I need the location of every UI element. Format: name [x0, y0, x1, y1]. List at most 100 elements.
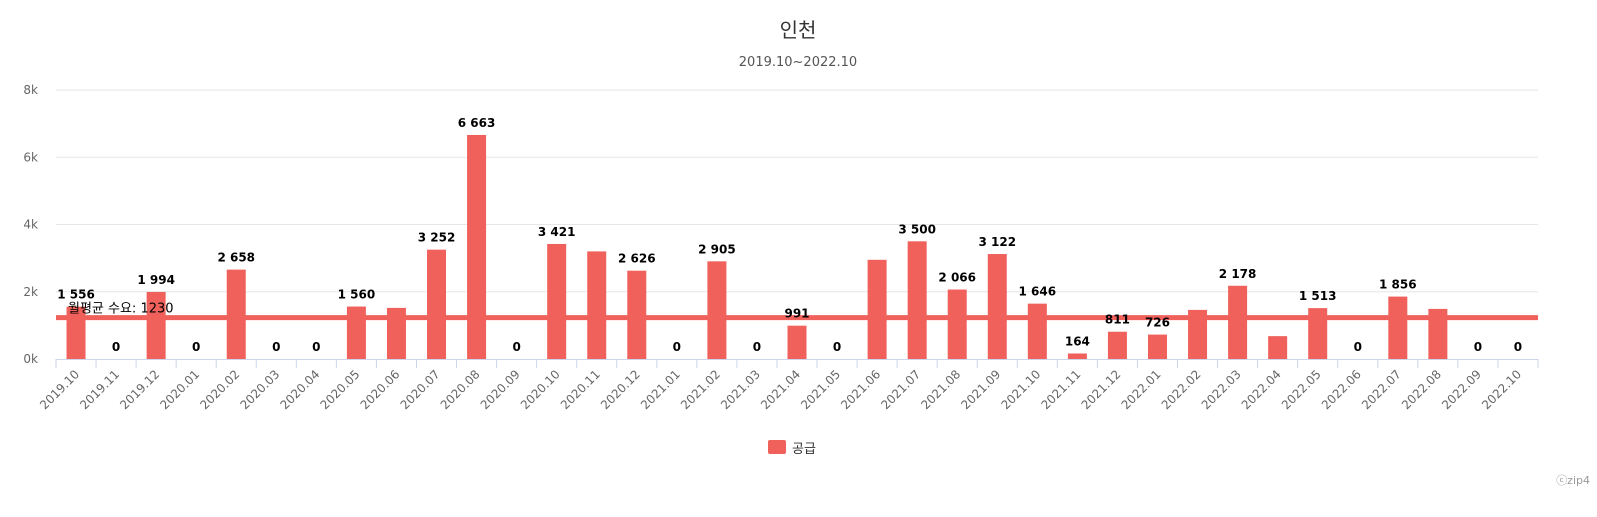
x-tick-label: 2021.12 — [1079, 367, 1124, 412]
chart-subtitle: 2019.10~2022.10 — [739, 55, 857, 70]
x-tick-label: 2019.10 — [37, 367, 82, 412]
chart-credit: ⓒzip4 — [1556, 474, 1590, 487]
bar[interactable] — [787, 325, 807, 359]
data-label: 0 — [272, 340, 280, 354]
data-label: 2 066 — [938, 271, 976, 285]
x-tick-label: 2020.02 — [197, 367, 242, 412]
data-label: 0 — [512, 340, 520, 354]
x-tick-label: 2020.09 — [478, 367, 523, 412]
x-tick-label: 2020.06 — [358, 367, 403, 412]
legend[interactable]: 공급 — [768, 440, 816, 457]
data-label: 3 122 — [978, 235, 1016, 249]
data-label: 1 646 — [1019, 285, 1057, 299]
reference-line-group: 월평균 수요: 1230 — [56, 302, 1538, 321]
data-label: 0 — [112, 340, 120, 354]
bar[interactable] — [1067, 353, 1087, 359]
data-labels: 1 556 0 1 994 0 2 658 0 0 1 560 3 252 6 663 0 3 421… — [57, 116, 1522, 354]
x-tick-label: 2021.10 — [998, 367, 1043, 412]
data-label: 0 — [192, 340, 200, 354]
bar[interactable] — [1107, 331, 1127, 359]
x-tick-label: 2022.09 — [1439, 367, 1484, 412]
bar[interactable] — [547, 243, 567, 359]
bar[interactable] — [1027, 303, 1047, 359]
bar[interactable] — [467, 134, 487, 359]
reference-line-label: 월평균 수요: 1230 — [68, 302, 174, 317]
data-label: 3 500 — [898, 222, 936, 236]
bar[interactable] — [146, 291, 166, 359]
bar[interactable] — [1147, 334, 1167, 359]
bar[interactable] — [587, 251, 607, 359]
x-tick-label: 2022.08 — [1399, 367, 1444, 412]
bar[interactable] — [867, 259, 887, 359]
gridlines — [56, 89, 1538, 293]
data-label: 0 — [1354, 340, 1362, 354]
data-label: 2 658 — [217, 251, 255, 265]
bar[interactable] — [226, 269, 246, 359]
x-tick-label: 2021.01 — [638, 367, 683, 412]
data-label: 6 663 — [458, 116, 496, 130]
x-tick-label: 2022.05 — [1279, 367, 1324, 412]
x-tick-label: 2022.02 — [1159, 367, 1204, 412]
bar[interactable] — [1308, 308, 1328, 359]
bar[interactable] — [427, 249, 447, 359]
x-tick-label: 2020.07 — [398, 367, 443, 412]
x-tick-label: 2022.04 — [1239, 367, 1284, 412]
data-label: 2 905 — [698, 242, 736, 256]
data-label: 2 626 — [618, 252, 656, 266]
data-label: 0 — [753, 340, 761, 354]
data-label: 1 560 — [338, 288, 376, 302]
data-label: 0 — [673, 340, 681, 354]
x-tick-label: 2020.03 — [237, 367, 282, 412]
data-label: 991 — [784, 307, 809, 321]
x-tick-label: 2021.06 — [838, 367, 883, 412]
x-axis: 2019.102019.112019.122020.012020.022020.… — [37, 359, 1539, 412]
x-tick-label: 2020.04 — [277, 367, 322, 412]
data-label: 0 — [833, 340, 841, 354]
bar[interactable] — [1388, 296, 1408, 359]
data-label: 3 252 — [418, 231, 456, 245]
x-tick-label: 2020.10 — [518, 367, 563, 412]
bar[interactable] — [346, 306, 366, 359]
x-tick-label: 2020.05 — [318, 367, 363, 412]
y-tick-label: 4k — [23, 218, 38, 232]
bar[interactable] — [707, 261, 727, 359]
legend-swatch — [768, 440, 786, 454]
legend-label: 공급 — [792, 442, 816, 457]
x-tick-label: 2022.06 — [1319, 367, 1364, 412]
x-tick-label: 2019.12 — [117, 367, 162, 412]
y-tick-label: 6k — [23, 150, 38, 164]
bar[interactable] — [907, 241, 927, 359]
data-label: 2 178 — [1219, 267, 1257, 281]
x-tick-label: 2021.08 — [918, 367, 963, 412]
data-label: 1 856 — [1379, 278, 1417, 292]
x-tick-label: 2020.12 — [598, 367, 643, 412]
y-axis-ticks: 0k 2k 4k 6k 8k — [23, 83, 38, 366]
chart-title: 인천 — [780, 18, 817, 42]
y-tick-label: 8k — [23, 83, 38, 97]
data-label: 0 — [1514, 340, 1522, 354]
bar[interactable] — [1428, 308, 1448, 359]
bar[interactable] — [386, 307, 406, 359]
x-tick-label: 2021.11 — [1039, 367, 1084, 412]
bar[interactable] — [1188, 309, 1208, 359]
data-label: 3 421 — [538, 225, 576, 239]
x-tick-label: 2022.01 — [1119, 367, 1164, 412]
data-label: 1 513 — [1299, 289, 1337, 303]
data-label: 0 — [1474, 340, 1482, 354]
data-label: 0 — [312, 340, 320, 354]
bar[interactable] — [987, 254, 1007, 359]
bar[interactable] — [947, 289, 967, 359]
x-tick-label: 2022.10 — [1479, 367, 1524, 412]
data-label: 1 556 — [57, 288, 95, 302]
x-tick-label: 2020.11 — [558, 367, 603, 412]
data-label: 164 — [1065, 334, 1090, 348]
data-label: 726 — [1145, 316, 1170, 330]
bar[interactable] — [627, 270, 647, 359]
bar[interactable] — [1228, 285, 1248, 359]
x-tick-label: 2021.04 — [758, 367, 803, 412]
x-tick-label: 2020.01 — [157, 367, 202, 412]
x-tick-label: 2022.03 — [1199, 367, 1244, 412]
x-tick-label: 2019.11 — [77, 367, 122, 412]
bar[interactable] — [1268, 336, 1288, 359]
